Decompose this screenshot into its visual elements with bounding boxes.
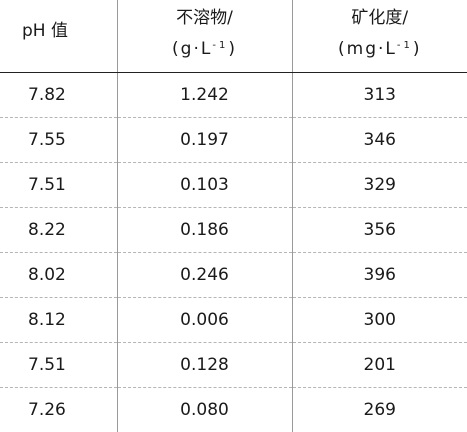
header-mineral: 矿化度/ (mg·L-1) xyxy=(292,0,467,73)
cell-mineral: 300 xyxy=(292,298,467,343)
cell-mineral: 313 xyxy=(292,73,467,118)
table-row: 7.26 0.080 269 xyxy=(0,388,467,432)
header-insoluble-unit: (g·L-1) xyxy=(118,32,292,63)
header-insoluble-unit-close: ) xyxy=(228,39,237,59)
header-mineral-unit-main: (mg·L xyxy=(338,39,397,59)
cell-mineral: 396 xyxy=(292,253,467,298)
header-mineral-unit-sup: -1 xyxy=(397,40,413,51)
cell-ph: 8.02 xyxy=(0,253,117,298)
cell-insoluble: 0.103 xyxy=(117,163,292,208)
cell-ph: 7.82 xyxy=(0,73,117,118)
header-mineral-unit-close: ) xyxy=(413,39,422,59)
cell-insoluble: 0.246 xyxy=(117,253,292,298)
cell-ph: 7.26 xyxy=(0,388,117,432)
cell-mineral: 269 xyxy=(292,388,467,432)
table-row: 7.51 0.128 201 xyxy=(0,343,467,388)
cell-mineral: 356 xyxy=(292,208,467,253)
header-ph: pH 值 xyxy=(0,0,117,73)
cell-ph: 8.22 xyxy=(0,208,117,253)
header-ph-label: pH 值 xyxy=(22,16,68,41)
table-row: 8.22 0.186 356 xyxy=(0,208,467,253)
header-insoluble-unit-main: (g·L xyxy=(172,39,212,59)
table-row: 7.55 0.197 346 xyxy=(0,118,467,163)
table-row: 8.02 0.246 396 xyxy=(0,253,467,298)
cell-ph: 8.12 xyxy=(0,298,117,343)
header-mineral-title: 矿化度/ xyxy=(293,4,467,32)
cell-mineral: 329 xyxy=(292,163,467,208)
table-row: 8.12 0.006 300 xyxy=(0,298,467,343)
header-mineral-unit: (mg·L-1) xyxy=(293,32,467,63)
table-body: 7.82 1.242 313 7.55 0.197 346 7.51 0.103… xyxy=(0,73,467,432)
cell-insoluble: 0.197 xyxy=(117,118,292,163)
cell-ph: 7.51 xyxy=(0,343,117,388)
cell-insoluble: 0.006 xyxy=(117,298,292,343)
header-insoluble: 不溶物/ (g·L-1) xyxy=(117,0,292,73)
cell-insoluble: 0.080 xyxy=(117,388,292,432)
cell-insoluble: 0.128 xyxy=(117,343,292,388)
header-insoluble-title: 不溶物/ xyxy=(118,4,292,32)
table-header: pH 值 不溶物/ (g·L-1) 矿化度/ (mg·L-1) xyxy=(0,0,467,73)
cell-insoluble: 1.242 xyxy=(117,73,292,118)
cell-mineral: 201 xyxy=(292,343,467,388)
cell-ph: 7.55 xyxy=(0,118,117,163)
cell-insoluble: 0.186 xyxy=(117,208,292,253)
table-row: 7.51 0.103 329 xyxy=(0,163,467,208)
header-insoluble-unit-sup: -1 xyxy=(212,40,228,51)
header-row: pH 值 不溶物/ (g·L-1) 矿化度/ (mg·L-1) xyxy=(0,0,467,73)
cell-mineral: 346 xyxy=(292,118,467,163)
table-row: 7.82 1.242 313 xyxy=(0,73,467,118)
cell-ph: 7.51 xyxy=(0,163,117,208)
